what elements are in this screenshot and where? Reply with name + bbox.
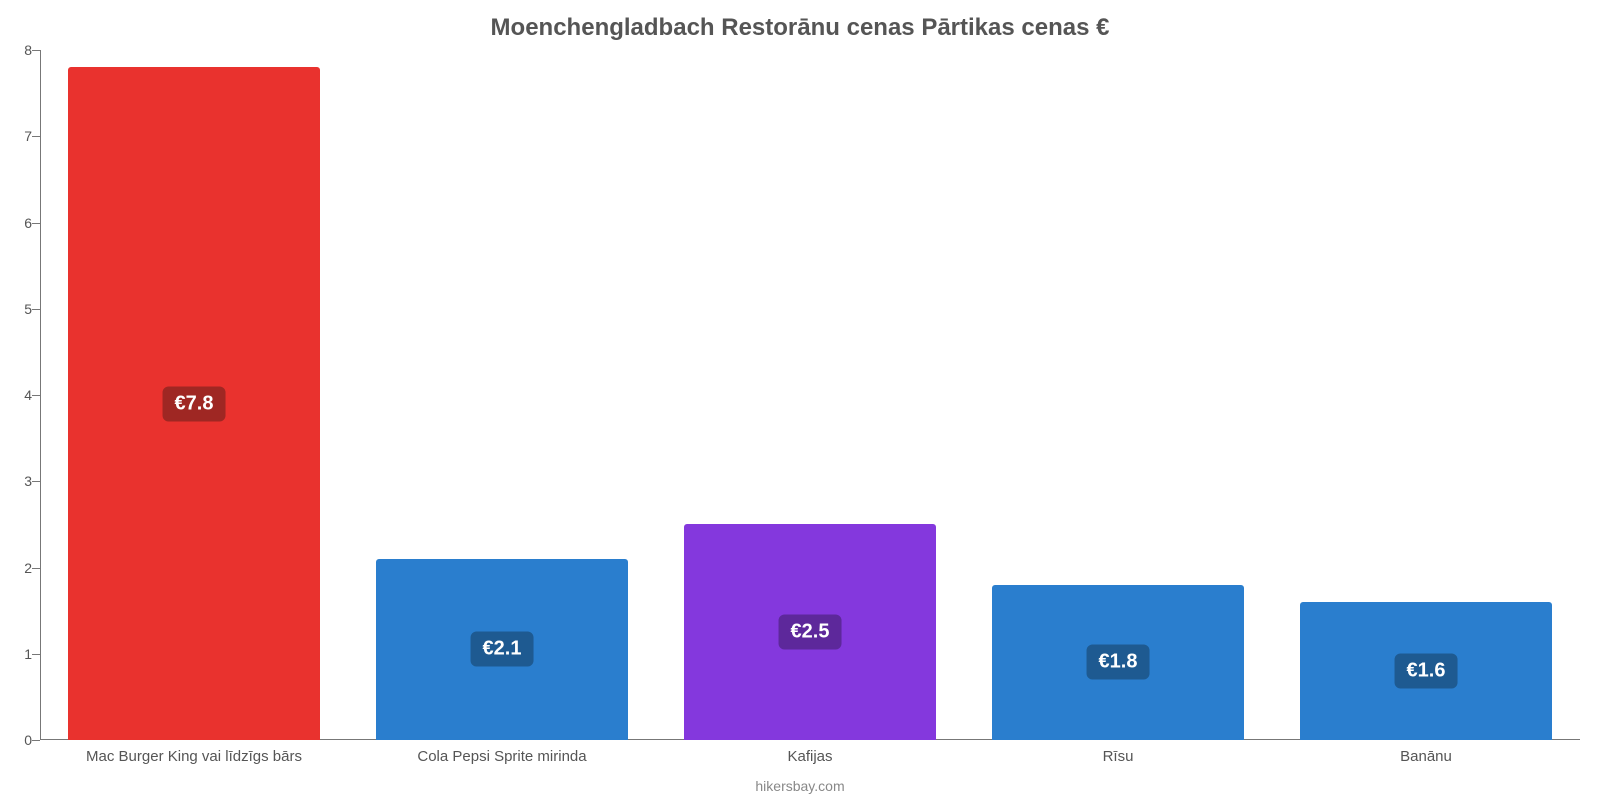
y-tick-label: 1	[6, 646, 32, 662]
y-tick-label: 8	[6, 42, 32, 58]
bar-slot: €7.8Mac Burger King vai līdzīgs bārs	[40, 50, 348, 740]
y-tick	[32, 136, 40, 137]
x-category-label: Mac Burger King vai līdzīgs bārs	[40, 748, 348, 765]
value-badge: €1.8	[1087, 645, 1150, 680]
y-tick	[32, 481, 40, 482]
y-tick	[32, 223, 40, 224]
bar-slot: €2.1Cola Pepsi Sprite mirinda	[348, 50, 656, 740]
y-tick	[32, 740, 40, 741]
y-tick	[32, 654, 40, 655]
y-tick	[32, 568, 40, 569]
y-tick	[32, 309, 40, 310]
y-tick	[32, 395, 40, 396]
bar-slot: €1.6Banānu	[1272, 50, 1580, 740]
plot-area: €7.8Mac Burger King vai līdzīgs bārs€2.1…	[40, 50, 1580, 740]
y-tick-label: 2	[6, 560, 32, 576]
y-tick-label: 6	[6, 215, 32, 231]
price-bar-chart: Moenchengladbach Restorānu cenas Pārtika…	[0, 0, 1600, 800]
value-badge: €1.6	[1395, 654, 1458, 689]
y-tick-label: 5	[6, 301, 32, 317]
y-tick-label: 4	[6, 387, 32, 403]
y-tick-label: 7	[6, 128, 32, 144]
x-category-label: Banānu	[1272, 748, 1580, 765]
x-category-label: Cola Pepsi Sprite mirinda	[348, 748, 656, 765]
bar-slot: €2.5Kafijas	[656, 50, 964, 740]
value-badge: €2.5	[779, 615, 842, 650]
y-tick-label: 3	[6, 473, 32, 489]
y-tick	[32, 50, 40, 51]
chart-footer: hikersbay.com	[0, 778, 1600, 794]
chart-title: Moenchengladbach Restorānu cenas Pārtika…	[0, 14, 1600, 42]
bar-slot: €1.8Rīsu	[964, 50, 1272, 740]
value-badge: €2.1	[471, 632, 534, 667]
bars-container: €7.8Mac Burger King vai līdzīgs bārs€2.1…	[40, 50, 1580, 740]
x-category-label: Kafijas	[656, 748, 964, 765]
x-category-label: Rīsu	[964, 748, 1272, 765]
y-tick-label: 0	[6, 732, 32, 748]
value-badge: €7.8	[163, 386, 226, 421]
